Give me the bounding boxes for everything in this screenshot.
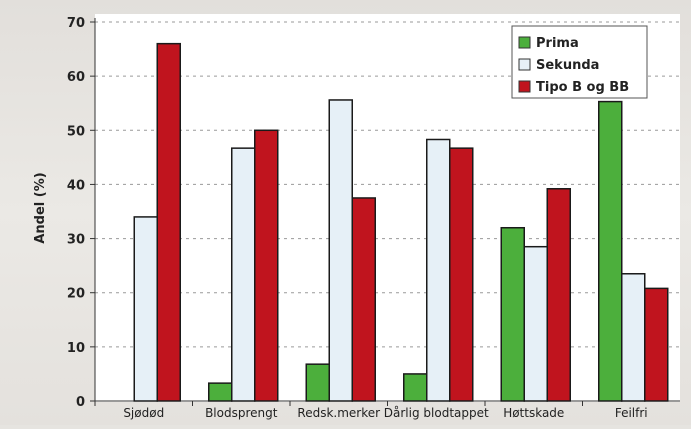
axes <box>94 18 680 406</box>
legend-box <box>511 25 648 99</box>
bar-prima-1 <box>208 382 233 402</box>
x-category-label: Høttskade <box>503 406 564 420</box>
y-tick-label: 0 <box>76 395 85 410</box>
bar-tipo-b-og-bb-0 <box>156 42 181 402</box>
bar-tipo-b-og-bb-1 <box>254 129 279 402</box>
bar-sekunda-4 <box>523 245 548 402</box>
bar-sekunda-5 <box>621 273 646 402</box>
y-tick-label: 10 <box>67 341 85 356</box>
legend-swatch-prima <box>518 36 531 49</box>
y-tick-label: 70 <box>67 16 85 31</box>
y-tick-label: 20 <box>67 287 85 302</box>
y-tick-label: 50 <box>67 124 85 139</box>
bar-sekunda-0 <box>133 216 158 402</box>
bar-tipo-b-og-bb-2 <box>351 197 376 402</box>
bar-prima-3 <box>403 373 428 402</box>
gridlines <box>90 21 680 402</box>
x-category-label: Blodsprengt <box>205 406 278 420</box>
legend: Prima Sekunda Tipo B og BB <box>511 25 648 99</box>
y-tick-labels: 0 10 20 30 40 50 60 70 <box>67 16 85 410</box>
bar-prima-5 <box>598 100 623 402</box>
bar-tipo-b-og-bb-4 <box>546 188 571 402</box>
legend-label-sekunda: Sekunda <box>536 58 599 73</box>
bar-sekunda-2 <box>328 99 353 402</box>
bar-prima-2 <box>305 363 330 402</box>
legend-swatch-tipo <box>518 80 531 93</box>
legend-label-tipo: Tipo B og BB <box>536 80 629 95</box>
y-tick-label: 60 <box>67 70 85 85</box>
x-category-label: Sjødød <box>123 406 164 420</box>
bar-tipo-b-og-bb-3 <box>449 147 474 402</box>
legend-swatch-sekunda <box>518 58 531 71</box>
y-tick-label: 40 <box>67 178 85 193</box>
x-category-label: Dårlig blodtappet <box>384 406 489 420</box>
bar-prima-4 <box>500 226 525 402</box>
x-category-label: Feilfri <box>615 406 648 420</box>
bar-tipo-b-og-bb-5 <box>644 287 669 402</box>
x-category-label: Redsk.merker <box>297 406 380 420</box>
bars <box>133 42 669 402</box>
bar-sekunda-3 <box>426 138 451 402</box>
y-tick-label: 30 <box>67 233 85 248</box>
y-axis-title: Andel (%) <box>33 172 48 243</box>
legend-label-prima: Prima <box>536 36 579 51</box>
bar-sekunda-1 <box>231 147 256 402</box>
x-category-labels: Sjødød Blodsprengt Redsk.merker Dårlig blod… <box>123 406 647 420</box>
